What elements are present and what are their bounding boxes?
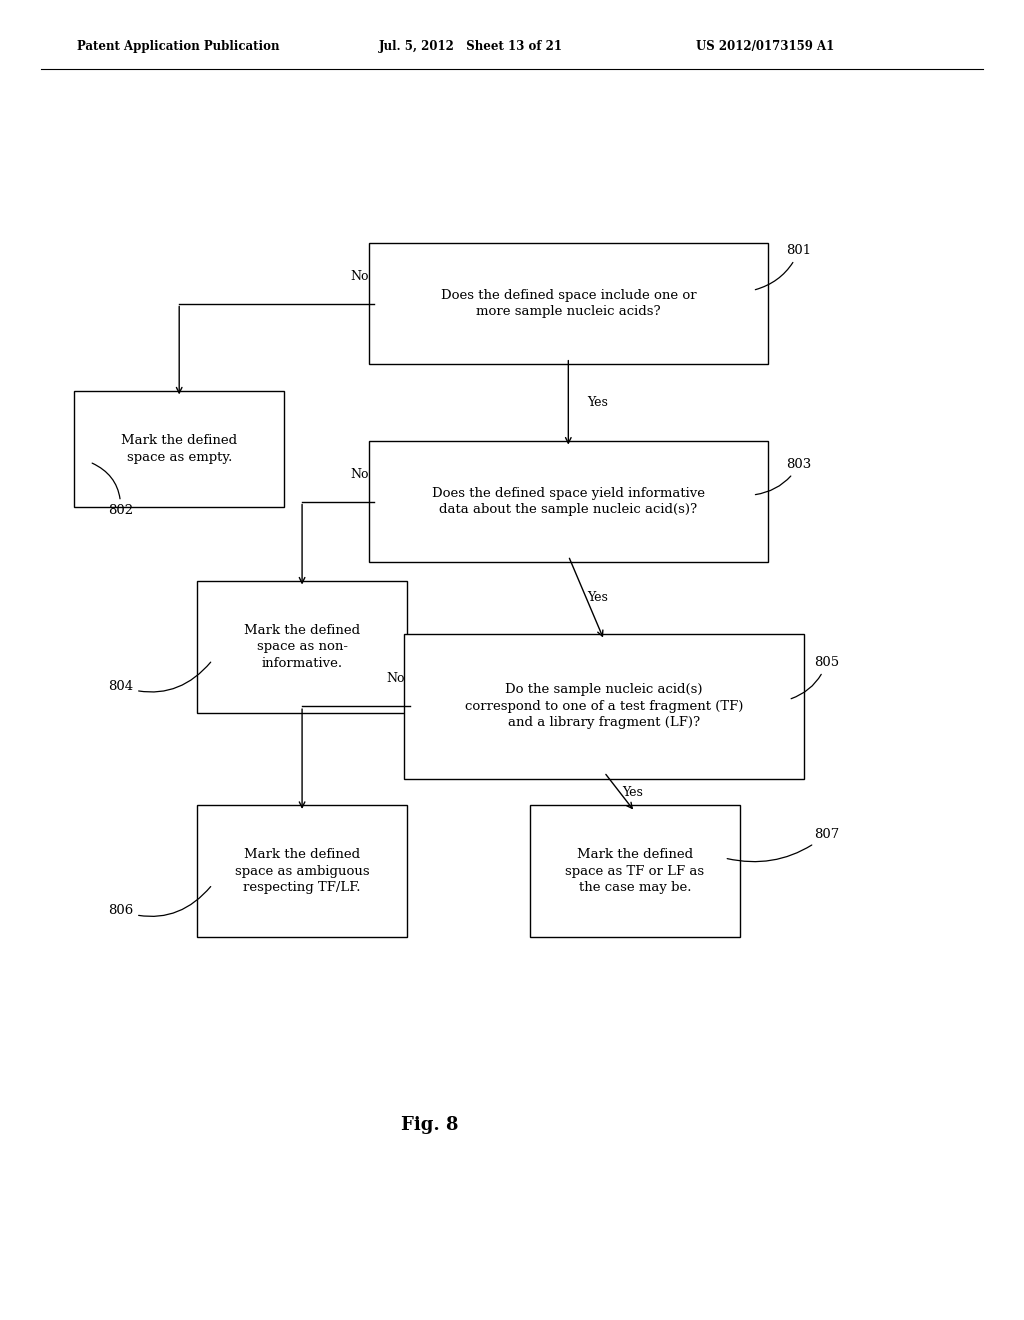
Text: Yes: Yes <box>587 591 607 605</box>
FancyBboxPatch shape <box>404 634 804 779</box>
Text: 805: 805 <box>792 656 840 698</box>
Text: Does the defined space yield informative
data about the sample nucleic acid(s)?: Does the defined space yield informative… <box>432 487 705 516</box>
Text: Yes: Yes <box>587 396 607 409</box>
Text: No: No <box>350 467 369 480</box>
FancyBboxPatch shape <box>369 441 768 562</box>
Text: Do the sample nucleic acid(s)
correspond to one of a test fragment (TF)
and a li: Do the sample nucleic acid(s) correspond… <box>465 684 743 729</box>
Text: Mark the defined
space as ambiguous
respecting TF/LF.: Mark the defined space as ambiguous resp… <box>234 849 370 894</box>
Text: Mark the defined
space as empty.: Mark the defined space as empty. <box>121 434 238 463</box>
FancyBboxPatch shape <box>197 805 407 937</box>
Text: Yes: Yes <box>623 785 643 799</box>
Text: Mark the defined
space as TF or LF as
the case may be.: Mark the defined space as TF or LF as th… <box>565 849 705 894</box>
Text: No: No <box>386 672 404 685</box>
Text: No: No <box>350 269 369 282</box>
Text: 807: 807 <box>727 828 840 862</box>
Text: Mark the defined
space as non-
informative.: Mark the defined space as non- informati… <box>244 624 360 669</box>
Text: Jul. 5, 2012   Sheet 13 of 21: Jul. 5, 2012 Sheet 13 of 21 <box>379 40 563 53</box>
FancyBboxPatch shape <box>74 391 284 507</box>
Text: 804: 804 <box>108 663 211 693</box>
FancyBboxPatch shape <box>369 243 768 364</box>
Text: 806: 806 <box>108 887 211 917</box>
Text: Fig. 8: Fig. 8 <box>401 1115 459 1134</box>
Text: 801: 801 <box>756 244 812 289</box>
Text: US 2012/0173159 A1: US 2012/0173159 A1 <box>696 40 835 53</box>
Text: Patent Application Publication: Patent Application Publication <box>77 40 280 53</box>
Text: 803: 803 <box>756 458 812 495</box>
Text: 802: 802 <box>92 463 133 517</box>
FancyBboxPatch shape <box>530 805 739 937</box>
FancyBboxPatch shape <box>197 581 407 713</box>
Text: Does the defined space include one or
more sample nucleic acids?: Does the defined space include one or mo… <box>440 289 696 318</box>
